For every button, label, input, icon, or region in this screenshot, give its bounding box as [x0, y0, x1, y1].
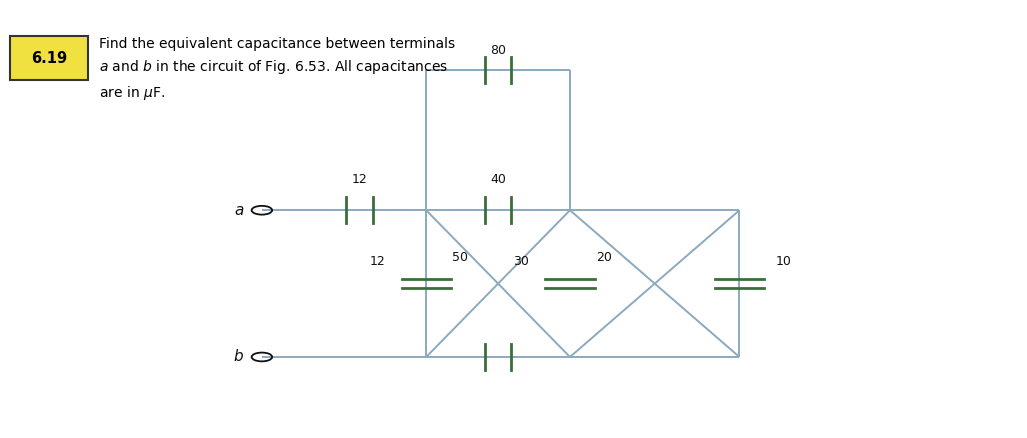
Text: b: b	[234, 350, 243, 364]
Text: 20: 20	[596, 251, 611, 264]
Text: Find the equivalent capacitance between terminals
$a$ and $b$ in the circuit of : Find the equivalent capacitance between …	[99, 37, 455, 102]
Text: 10: 10	[775, 255, 791, 268]
Text: 40: 40	[490, 173, 506, 186]
Text: a: a	[234, 203, 243, 218]
Text: 12: 12	[351, 173, 368, 186]
Text: 30: 30	[514, 255, 529, 268]
FancyBboxPatch shape	[10, 36, 88, 80]
Text: 12: 12	[370, 255, 385, 268]
Text: 6.19: 6.19	[31, 50, 68, 66]
Text: 80: 80	[490, 44, 506, 57]
Text: 50: 50	[452, 251, 468, 264]
